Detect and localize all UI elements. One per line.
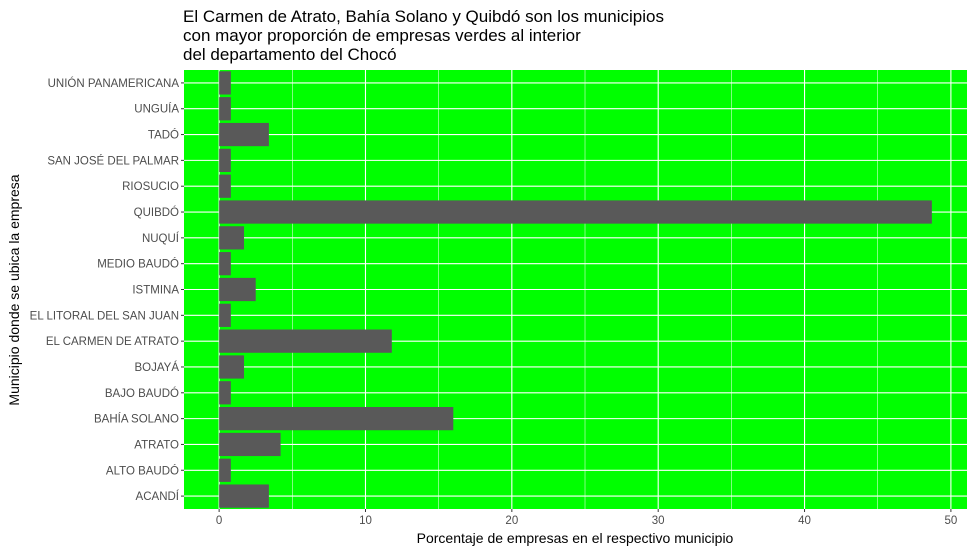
x-tick-label: 10	[359, 515, 372, 527]
y-tick-label: ALTO BAUDÓ	[106, 464, 179, 477]
y-tick-label: UNIÓN PANAMERICANA	[48, 77, 180, 90]
y-tick-label: EL LITORAL DEL SAN JUAN	[30, 310, 179, 322]
chart-title: El Carmen de Atrato, Bahía Solano y Quib…	[183, 7, 664, 64]
x-axis-title: Porcentaje de empresas en el respectivo …	[417, 530, 734, 546]
y-tick-label: ACANDÍ	[136, 490, 180, 503]
bar-quibdó	[219, 200, 932, 224]
bar-atrato	[219, 432, 281, 457]
bar-istmina	[219, 277, 256, 302]
bar-san-josé-del-palmar	[219, 148, 231, 173]
bar-unguía	[219, 97, 231, 121]
y-tick-label: QUIBDÓ	[134, 206, 179, 219]
bar-tadó	[219, 122, 269, 147]
bars	[219, 71, 932, 508]
bar-el-carmen-de-atrato	[219, 329, 392, 353]
y-tick-label: BAHÍA SOLANO	[94, 413, 179, 426]
x-tick-label: 50	[945, 515, 958, 527]
grid-lines	[184, 70, 967, 509]
y-tick-label: EL CARMEN DE ATRATO	[46, 336, 179, 348]
y-tick-label: ISTMINA	[132, 285, 179, 297]
y-tick-label: BAJO BAUDÓ	[105, 387, 179, 400]
y-tick-label: BOJAYÁ	[134, 361, 179, 374]
bar-bajo-baudó	[219, 381, 231, 405]
x-axis-ticks: 0 10 20 30 40 50	[216, 509, 957, 527]
bar-bojayá	[219, 355, 245, 379]
y-tick-label: TADÓ	[148, 129, 179, 142]
bar-unión-panamericana	[219, 71, 231, 95]
y-tick-label: MEDIO BAUDÓ	[97, 258, 179, 271]
y-axis-ticks: ACANDÍ ALTO BAUDÓ ATRATO BAHÍA SOLANO BAJO B…	[30, 77, 184, 503]
bar-bahía-solano	[219, 406, 454, 431]
y-tick-label: NUQUÍ	[142, 232, 180, 245]
y-tick-label: ATRATO	[134, 439, 179, 451]
bar-riosucio	[219, 174, 231, 198]
bar-nuquí	[219, 226, 245, 250]
bar-alto-baudó	[219, 458, 231, 482]
bar-el-litoral-del-san-juan	[219, 303, 231, 327]
x-tick-label: 30	[652, 515, 665, 527]
y-tick-label: SAN JOSÉ DEL PALMAR	[47, 154, 179, 167]
y-axis-title: Municipio donde se ubica la empresa	[6, 174, 22, 405]
y-tick-label: UNGUÍA	[134, 103, 179, 116]
x-tick-label: 40	[798, 515, 811, 527]
y-tick-label: RIOSUCIO	[122, 181, 179, 193]
x-tick-label: 0	[216, 515, 222, 527]
bar-medio-baudó	[219, 252, 231, 276]
bar-acandí	[219, 484, 269, 508]
x-tick-label: 20	[505, 515, 518, 527]
